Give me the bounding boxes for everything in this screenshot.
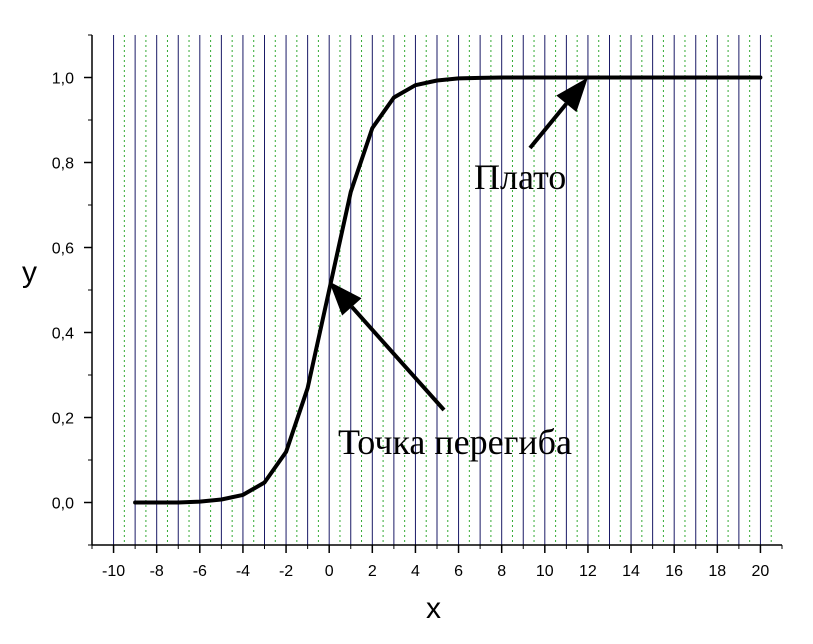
ticks: 0,0 0,2 0,4 0,6 0,8 1,0 -10 -8 -6 -4 -2 0 2 4 6 8 10 12 14… <box>52 34 783 580</box>
x-tick-label: 14 <box>622 563 640 580</box>
x-tick-label: -2 <box>279 563 293 580</box>
x-axis-title: x <box>426 592 441 625</box>
y-tick-label: 0,2 <box>52 411 74 428</box>
y-tick-label: 0,0 <box>52 496 74 513</box>
annotation-arrow-head <box>329 281 362 316</box>
y-tick-label: 1,0 <box>52 71 74 88</box>
series <box>133 75 763 505</box>
annotation-arrow-shaft <box>528 102 568 150</box>
x-tick-label: -8 <box>150 563 164 580</box>
x-tick-label: -4 <box>236 563 250 580</box>
annotation-plateau-label: Плато <box>474 157 566 197</box>
x-tick-label: -10 <box>102 563 125 580</box>
x-tick-label: 18 <box>708 563 726 580</box>
x-tick-label: 2 <box>368 563 377 580</box>
x-tick-label: 6 <box>454 563 463 580</box>
y-tick-label: 0,8 <box>52 156 74 173</box>
y-tick-label: 0,6 <box>52 241 74 258</box>
y-axis-title: y <box>22 256 37 289</box>
x-tick-label: 16 <box>665 563 683 580</box>
x-tick-label: -6 <box>193 563 207 580</box>
x-tick-label: 8 <box>497 563 506 580</box>
x-tick-label: 10 <box>536 563 554 580</box>
annotations: Плато Точка перегиба <box>329 77 588 462</box>
sigmoid-curve <box>133 75 763 505</box>
x-tick-label: 0 <box>325 563 334 580</box>
y-tick-label: 0,4 <box>52 326 74 343</box>
annotation-inflection-label: Точка перегиба <box>338 422 572 462</box>
grid <box>113 35 772 545</box>
annotation-arrow-head <box>556 77 588 113</box>
x-tick-label: 20 <box>752 563 770 580</box>
annotation-arrow-shaft <box>350 305 446 412</box>
x-tick-label: 12 <box>579 563 597 580</box>
x-tick-label: 4 <box>411 563 420 580</box>
